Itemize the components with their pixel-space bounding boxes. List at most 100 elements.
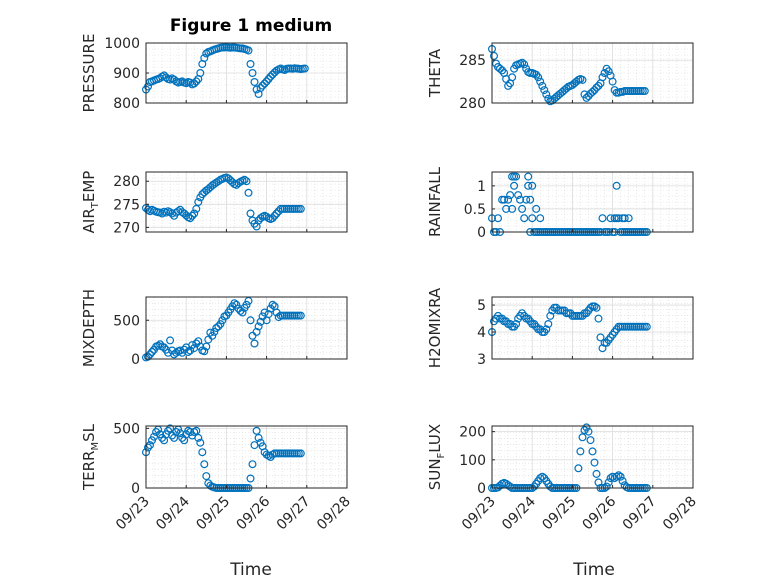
data-point <box>194 337 203 346</box>
data-point <box>200 460 209 469</box>
data-point <box>504 195 513 204</box>
x-axis-label-right: Time <box>572 560 615 580</box>
data-point <box>508 73 517 82</box>
data-point <box>176 429 185 438</box>
y-tick-label: 3 <box>477 352 486 368</box>
data-point <box>588 447 597 456</box>
data-point <box>218 316 227 325</box>
data-point <box>604 67 613 76</box>
y-tick-label: 275 <box>113 197 140 213</box>
axes-box <box>491 425 694 489</box>
data-point <box>536 77 545 86</box>
panel-theta: 280 285 THETA <box>426 42 694 112</box>
y-axis-label: AIRTEMP <box>80 171 101 234</box>
data-point <box>562 84 571 93</box>
data-point <box>528 214 537 223</box>
y-tick-label: 280 <box>459 96 486 112</box>
x-tick-label: 09/25 <box>539 494 579 534</box>
data-point <box>194 433 203 442</box>
data-point <box>186 346 195 355</box>
data-point <box>228 178 237 187</box>
data-point <box>520 214 529 223</box>
x-tick-label: 09/28 <box>314 494 354 534</box>
data-point <box>598 214 607 223</box>
data-point <box>602 482 611 491</box>
data-point <box>166 424 175 433</box>
axes-box <box>491 296 694 360</box>
data-point <box>520 60 529 69</box>
data-point <box>268 214 277 223</box>
data-point <box>260 308 269 317</box>
data-point <box>238 308 247 317</box>
y-tick-label: 100 <box>459 453 486 469</box>
data-point <box>162 208 171 217</box>
y-tick-label: 4 <box>477 325 486 341</box>
data-point <box>578 75 587 84</box>
data-point <box>242 300 251 309</box>
data-point <box>642 322 651 331</box>
figure-title: Figure 1 medium <box>170 16 332 36</box>
data-point <box>172 348 181 357</box>
y-axis-label: PRESSURE <box>80 34 98 113</box>
x-tick-label: 09/25 <box>193 494 233 534</box>
data-point <box>230 299 239 308</box>
data-point <box>496 64 505 73</box>
data-point <box>590 458 599 467</box>
y-tick-label: 0 <box>131 352 140 368</box>
data-point <box>606 214 615 223</box>
data-point <box>490 51 499 60</box>
data-point <box>246 209 255 218</box>
data-point <box>180 345 189 354</box>
data-point <box>242 177 251 186</box>
data-point <box>268 300 277 309</box>
data-point <box>144 205 153 214</box>
data-point <box>516 195 525 204</box>
y-tick-label: 0 <box>477 225 486 241</box>
data-point <box>500 195 509 204</box>
data-point <box>264 310 273 319</box>
data-point <box>508 204 517 213</box>
data-point <box>148 348 157 357</box>
axes-box <box>491 171 694 233</box>
data-point <box>512 320 521 329</box>
data-point <box>262 77 271 86</box>
data-point <box>160 343 169 352</box>
data-point <box>246 316 255 325</box>
data-point <box>296 204 305 213</box>
data-point <box>494 214 503 223</box>
data-point <box>252 85 261 94</box>
data-point <box>192 204 201 213</box>
data-point <box>194 198 203 207</box>
data-point <box>614 214 623 223</box>
major-grid <box>145 172 348 232</box>
x-tick-label: 09/24 <box>499 493 539 533</box>
y-axis-label: RAINFALL <box>426 166 444 237</box>
data-point <box>188 211 197 220</box>
y-tick-label: 285 <box>459 53 486 69</box>
data-point <box>300 64 309 73</box>
axes-box <box>145 425 348 489</box>
data-point <box>592 83 601 92</box>
data-point <box>590 302 599 311</box>
y-axis-label: H2OMIXRA <box>426 287 444 368</box>
data-point <box>608 77 617 86</box>
data-point <box>640 86 649 95</box>
y-tick-label: 500 <box>113 313 140 329</box>
y-tick-label: 800 <box>113 96 140 112</box>
data-point <box>240 175 249 184</box>
panel-sun_flux: 0 100 200 09/23 09/24 09/25 09/26 09/27 09/28 SUN… <box>426 423 700 534</box>
data-point <box>202 342 211 351</box>
x-tick-label: 09/28 <box>660 494 700 534</box>
data-point <box>522 195 531 204</box>
data-point <box>544 320 553 329</box>
data-point <box>592 469 601 478</box>
panel-mixdepth: 0 500 MIXDEPTH <box>80 289 348 368</box>
data-point <box>266 72 275 81</box>
y-tick-label: 1000 <box>104 36 140 52</box>
data-point <box>190 209 199 218</box>
data-point <box>528 181 537 190</box>
data-point <box>244 46 253 55</box>
data-point <box>250 77 259 86</box>
data-point <box>578 433 587 442</box>
